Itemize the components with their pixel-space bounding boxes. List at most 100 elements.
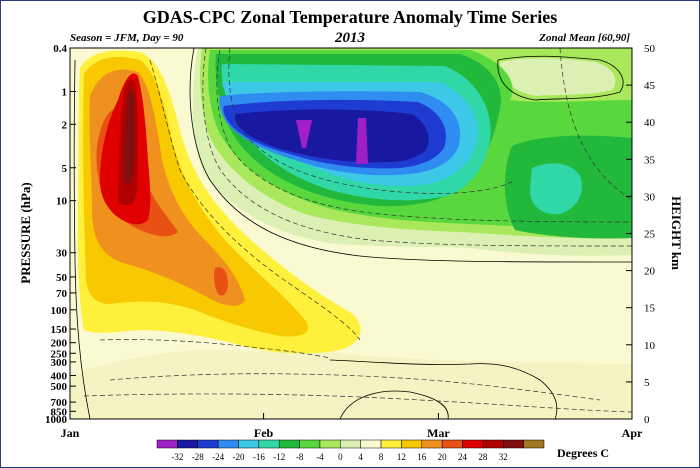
- legend-level-label: -24: [212, 452, 224, 462]
- x-tick-label: Apr: [622, 426, 643, 440]
- y-left-tick-label: 30: [56, 248, 68, 260]
- region-pale-topright2: [500, 58, 616, 96]
- contour-dashed-5: [109, 373, 601, 401]
- legend-level-label: 8: [379, 452, 384, 462]
- y-left-tick-label: 400: [51, 371, 68, 383]
- y-axis-label-left: PRESSURE (hPa): [18, 182, 33, 284]
- legend-swatch: [523, 439, 545, 449]
- legend-level-label: -28: [192, 452, 204, 462]
- y-left-tick-label: 1: [62, 86, 68, 98]
- legend-level-label: 16: [417, 452, 427, 462]
- contour-dashed-6: [83, 393, 632, 413]
- legend-swatch: [340, 439, 361, 449]
- y-right-tick-label: 50: [644, 43, 656, 55]
- legend-swatch: [401, 439, 423, 449]
- contour-solid-3: [329, 359, 558, 419]
- chart-subtitle-left: Season = JFM, Day = 90: [70, 32, 184, 44]
- region-warm-orange-patch: [214, 266, 228, 296]
- legend-level-label: -16: [253, 452, 265, 462]
- y-right-tick-label: 5: [644, 377, 650, 389]
- contour-dashed-4: [99, 339, 331, 359]
- plot-area: [70, 48, 632, 419]
- legend-level-label: 4: [358, 452, 363, 462]
- color-legend: -32 -28 -24 -20 -16 -12 -8 -4 0 4 8 12 16 20 24 28 32: [156, 439, 545, 462]
- region-warm-low-light: [70, 350, 632, 419]
- region-purple-1: [296, 120, 312, 148]
- contour-dashed-1: [202, 48, 632, 247]
- legend-swatch: [238, 439, 260, 449]
- legend-swatch: [319, 439, 341, 449]
- chart-subtitle-center: 2013: [334, 30, 366, 46]
- y-right-tick-label: 20: [644, 266, 656, 278]
- legend-swatch: [156, 439, 178, 449]
- region-warm-maroon: [124, 89, 135, 184]
- x-tick-label: Jan: [61, 426, 80, 440]
- legend-swatch: [299, 439, 321, 449]
- contour-solid-1: [189, 48, 632, 263]
- y-left-tick-label: 500: [51, 381, 68, 393]
- legend-swatch: [197, 439, 219, 449]
- legend-swatch: [177, 439, 198, 449]
- legend-level-label: 20: [438, 452, 448, 462]
- legend-swatch: [441, 439, 463, 449]
- y-left-tick-label: 0.4: [53, 43, 67, 55]
- y-right-axis: 0 5 10 15 20 25 30 35 40 45 50: [626, 43, 656, 426]
- y-right-tick-label: 15: [644, 303, 656, 315]
- y-left-tick-label: 300: [51, 357, 68, 369]
- y-left-tick-label: 150: [51, 324, 68, 336]
- y-left-tick-label: 850: [51, 406, 68, 418]
- contour-lines: [73, 48, 632, 419]
- contour-dashed-8: [559, 48, 632, 201]
- x-axis: Jan Feb Mar Apr: [61, 413, 643, 440]
- y-left-tick-label: 1000: [45, 414, 68, 426]
- legend-swatch: [462, 439, 484, 449]
- y-left-tick-label: 250: [51, 348, 68, 360]
- y-left-tick-label: 50: [56, 272, 68, 284]
- y-right-tick-label: 25: [644, 229, 656, 241]
- y-right-tick-label: 0: [644, 414, 650, 426]
- y-left-tick-label: 200: [51, 338, 68, 350]
- legend-unit-label: Degrees C: [557, 446, 609, 460]
- legend-level-label: 32: [499, 452, 508, 462]
- x-tick-label: Mar: [427, 426, 450, 440]
- legend-level-label: -12: [273, 452, 285, 462]
- y-axis-label-right: HEIGHT km: [669, 196, 684, 270]
- legend-swatch: [258, 439, 280, 449]
- chart-subtitle-right: Zonal Mean [60,90]: [538, 32, 630, 44]
- chart-title: GDAS-CPC Zonal Temperature Anomaly Time …: [143, 7, 558, 27]
- legend-swatch: [482, 439, 504, 449]
- legend-swatch: [380, 439, 402, 449]
- legend-level-label: 28: [478, 452, 488, 462]
- contour-dashed-7: [228, 48, 513, 194]
- legend-swatch: [421, 439, 443, 449]
- legend-swatch: [360, 439, 382, 449]
- region-teal-right: [530, 163, 582, 215]
- legend-swatch: [503, 439, 524, 449]
- legend-level-label: -20: [232, 452, 244, 462]
- contour-solid-5: [497, 55, 624, 101]
- y-right-tick-label: 10: [644, 340, 656, 352]
- y-left-tick-label: 100: [51, 305, 68, 317]
- contour-solid-2: [73, 59, 91, 419]
- legend-level-label: 12: [397, 452, 406, 462]
- contour-solid-4: [339, 390, 449, 419]
- y-left-tick-label: 5: [62, 163, 68, 175]
- y-right-tick-label: 45: [644, 80, 656, 92]
- y-left-tick-label: 700: [51, 397, 68, 409]
- x-tick-label: Feb: [254, 426, 274, 440]
- legend-level-label: -32: [171, 452, 183, 462]
- contour-dashed-2: [216, 49, 632, 223]
- region-purple-2: [356, 118, 368, 164]
- contour-dashed-lines: [83, 48, 632, 413]
- legend-level-label: 0: [338, 452, 343, 462]
- legend-swatch: [278, 439, 300, 449]
- y-left-tick-label: 10: [56, 196, 68, 208]
- y-right-tick-label: 30: [644, 191, 656, 203]
- legend-level-label: -8: [296, 452, 304, 462]
- legend-level-label: -4: [316, 452, 324, 462]
- legend-swatch: [217, 439, 239, 449]
- legend-level-label: 24: [458, 452, 468, 462]
- y-right-tick-label: 40: [644, 117, 656, 129]
